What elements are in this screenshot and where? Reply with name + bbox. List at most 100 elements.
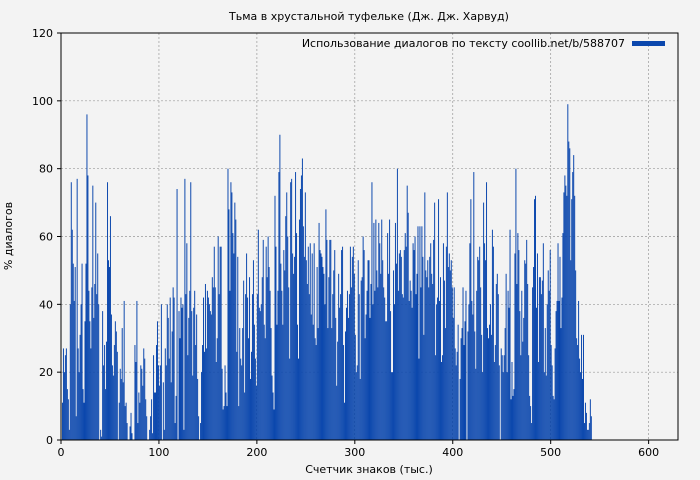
dialogue-bar xyxy=(221,368,223,440)
dialogue-bar xyxy=(412,243,414,440)
dialogue-bar xyxy=(176,189,178,440)
y-axis-ticks: 0 20 40 60 80 100 120 xyxy=(32,27,61,447)
dialogue-bar xyxy=(236,351,238,440)
dialogue-bar xyxy=(450,260,452,440)
dialogue-bar xyxy=(580,372,582,440)
dialogue-bar xyxy=(246,253,248,440)
dialogue-bar xyxy=(530,406,532,440)
dialogue-bar xyxy=(261,277,263,440)
dialogue-bar xyxy=(276,324,278,440)
dialogue-bar xyxy=(163,429,165,440)
dialogue-bar xyxy=(387,233,389,440)
dialogue-bar xyxy=(166,304,168,440)
dialogue-bar xyxy=(180,297,182,440)
dialogue-bar xyxy=(562,233,564,440)
dialogue-bar xyxy=(234,202,236,440)
dialogue-bar xyxy=(160,304,162,440)
dialogue-bar xyxy=(496,273,498,440)
dialogue-bar xyxy=(555,311,557,440)
dialogue-bar xyxy=(361,277,363,440)
dialogue-bar xyxy=(585,412,587,440)
dialogue-bar xyxy=(459,378,461,440)
dialogue-bar xyxy=(584,402,586,440)
dialogue-bar xyxy=(485,260,487,440)
dialogue-bar xyxy=(298,219,300,440)
dialogue-bar xyxy=(478,260,480,440)
dialogue-bar xyxy=(473,172,475,440)
dialogue-bar xyxy=(248,338,250,440)
dialogue-bar xyxy=(63,372,65,440)
dialogue-bar xyxy=(271,375,273,440)
dialogue-bar xyxy=(76,178,78,440)
dialogue-bar xyxy=(488,324,490,440)
dialogue-bar xyxy=(490,334,492,440)
dialogue-bar xyxy=(262,239,264,440)
dialogue-bar xyxy=(351,256,353,440)
dialogue-bar xyxy=(145,399,147,440)
dialogue-bar xyxy=(548,290,550,440)
dialogue-bar xyxy=(357,260,359,440)
dialogue-bar xyxy=(309,243,311,440)
dialogue-bar xyxy=(506,372,508,440)
dialogue-bar xyxy=(258,307,260,440)
dialogue-bar xyxy=(204,283,206,440)
dialogue-bar xyxy=(408,300,410,440)
dialogue-bar xyxy=(448,253,450,440)
dialogue-bar xyxy=(94,283,96,440)
dialogue-bar xyxy=(564,175,566,440)
dialogue-bar xyxy=(169,297,171,440)
dialogue-bar xyxy=(406,185,408,440)
dialogue-bar xyxy=(577,345,579,440)
dialogue-bar xyxy=(364,338,366,440)
dialogue-bar xyxy=(463,345,465,440)
dialogue-bar xyxy=(120,378,122,440)
dialogue-bar xyxy=(297,324,299,440)
dialogue-bar xyxy=(189,290,191,440)
x-axis-ticks: 0 100 200 300 400 500 600 xyxy=(58,440,659,459)
dialogue-bar xyxy=(398,253,400,440)
dialogue-bar xyxy=(308,294,310,440)
dialogue-bar xyxy=(393,304,395,440)
dialogue-bar xyxy=(505,273,507,440)
dialogue-bar xyxy=(453,287,455,440)
dialogue-bar xyxy=(118,402,120,440)
dialogue-bar xyxy=(302,226,304,440)
dialogue-bar xyxy=(321,256,323,440)
dialogue-bar xyxy=(250,351,252,440)
dialogue-bar xyxy=(77,348,79,440)
dialogue-bar xyxy=(181,307,183,440)
dialogue-bar xyxy=(173,297,175,440)
dialogue-bar xyxy=(356,365,358,440)
dialogue-bar xyxy=(539,277,541,440)
dialogue-bar xyxy=(471,300,473,440)
dialogue-bar xyxy=(288,287,290,440)
dialogue-bar xyxy=(140,365,142,440)
dialogue-bar xyxy=(98,304,100,440)
dialogue-bar xyxy=(397,290,399,440)
dialogue-bar xyxy=(493,361,495,440)
dialogue-bar xyxy=(146,416,148,440)
y-tick-label: 80 xyxy=(39,163,53,176)
dialogue-bar xyxy=(167,317,169,440)
dialogue-bar xyxy=(457,324,459,440)
dialogue-bar xyxy=(460,338,462,440)
dialogue-bar xyxy=(452,317,454,440)
dialogue-bar xyxy=(224,365,226,440)
dialogue-bar xyxy=(582,378,584,440)
dialogue-bar xyxy=(535,195,536,440)
dialogue-bar xyxy=(390,311,392,440)
dialogue-bar xyxy=(507,290,509,440)
dialogue-bar xyxy=(345,307,347,440)
dialogue-bar xyxy=(304,192,306,440)
y-tick-label: 20 xyxy=(39,366,53,379)
dialogue-bar xyxy=(68,429,70,440)
dialogue-bar xyxy=(188,317,190,440)
dialogue-bar xyxy=(436,304,438,440)
dialogue-bar xyxy=(426,277,428,440)
dialogue-bar xyxy=(307,246,309,440)
dialogue-bar xyxy=(353,273,355,440)
dialogue-bar xyxy=(245,294,247,440)
dialogue-bar xyxy=(358,294,360,440)
dialogue-bar xyxy=(468,304,470,440)
